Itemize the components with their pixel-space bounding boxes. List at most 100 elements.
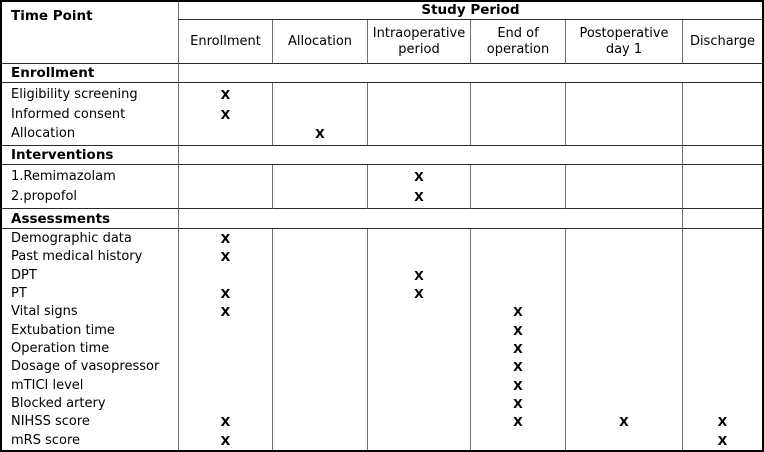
mark-empty	[273, 358, 367, 376]
mark-x: X	[220, 304, 231, 320]
mark-empty	[273, 395, 367, 413]
mark-empty	[273, 413, 367, 431]
interventions-row-labels: 1.Remimazolam 2.propofol	[2, 165, 178, 209]
section-enrollment-merged-cell	[178, 64, 762, 83]
mark-empty	[273, 322, 367, 340]
row-label: Blocked artery	[11, 396, 106, 412]
mark-empty	[179, 187, 272, 207]
mark-x: X	[220, 106, 231, 122]
mark-empty	[179, 395, 272, 413]
mark-empty	[273, 248, 367, 266]
mark-empty	[471, 285, 565, 303]
row-label: Past medical history	[11, 249, 143, 265]
assessments-marks-postoperative-day-1: X	[565, 229, 682, 450]
mark-empty	[683, 377, 762, 395]
mark-empty	[471, 432, 565, 450]
study-period-header: Study Period	[178, 2, 762, 20]
mark-empty	[683, 340, 762, 358]
mark-empty	[566, 167, 682, 187]
mark-empty	[566, 322, 682, 340]
interventions-marks-end-of-operation	[470, 165, 565, 209]
mark-x: X	[513, 396, 523, 412]
section-title-enrollment: Enrollment	[2, 64, 178, 83]
enrollment-marks-postoperative-day-1	[565, 83, 682, 146]
mark-empty	[179, 167, 272, 187]
mark-empty	[179, 124, 272, 144]
row-label: 2.propofol	[11, 188, 78, 204]
mark-empty	[273, 230, 367, 248]
mark-empty	[368, 85, 470, 105]
mark-empty	[368, 322, 470, 340]
mark-empty	[368, 413, 470, 431]
mark-x: X	[220, 414, 231, 430]
mark-empty	[566, 267, 682, 285]
mark-empty	[179, 267, 272, 285]
assessments-marks-allocation	[272, 229, 367, 450]
column-header-intraoperative-period: Intraoperative period	[367, 20, 470, 64]
section-assessments-discharge-cell	[682, 209, 762, 229]
mark-empty	[566, 187, 682, 207]
mark-empty	[273, 377, 367, 395]
column-header-allocation: Allocation	[272, 20, 367, 64]
mark-empty	[566, 85, 682, 105]
mark-empty	[471, 248, 565, 266]
mark-empty	[273, 340, 367, 358]
mark-empty	[368, 105, 470, 125]
mark-empty	[368, 340, 470, 358]
mark-empty	[471, 267, 565, 285]
mark-empty	[368, 230, 470, 248]
interventions-marks-postoperative-day-1	[565, 165, 682, 209]
mark-empty	[471, 187, 565, 207]
enrollment-marks-allocation: X	[272, 83, 367, 146]
mark-empty	[179, 340, 272, 358]
mark-empty	[471, 167, 565, 187]
mark-empty	[683, 395, 762, 413]
interventions-marks-discharge	[682, 165, 762, 209]
mark-empty	[471, 85, 565, 105]
mark-empty	[273, 432, 367, 450]
mark-empty	[368, 377, 470, 395]
section-interventions-merged-cell	[178, 146, 682, 165]
row-label: 1.Remimazolam	[11, 169, 116, 184]
mark-x: X	[513, 341, 523, 357]
mark-empty	[273, 285, 367, 303]
mark-empty	[683, 105, 762, 125]
mark-x: X	[414, 267, 424, 283]
mark-empty	[683, 303, 762, 321]
row-label: Dosage of vasopressor	[11, 359, 160, 375]
row-label: PT	[11, 286, 27, 302]
mark-empty	[683, 285, 762, 303]
mark-x: X	[513, 414, 523, 430]
mark-empty	[683, 358, 762, 376]
mark-x: X	[315, 126, 325, 141]
mark-x: X	[717, 414, 728, 430]
enrollment-marks-discharge	[682, 83, 762, 146]
mark-empty	[566, 230, 682, 248]
interventions-marks-allocation	[272, 165, 367, 209]
row-label: mRS score	[11, 432, 81, 448]
mark-empty	[368, 432, 470, 450]
mark-empty	[273, 85, 367, 105]
mark-empty	[368, 303, 470, 321]
mark-empty	[179, 377, 272, 395]
mark-empty	[683, 248, 762, 266]
mark-empty	[368, 248, 470, 266]
row-label: Demographic data	[11, 231, 132, 246]
mark-empty	[368, 124, 470, 144]
row-label: Eligibility screening	[11, 87, 138, 102]
mark-empty	[566, 303, 682, 321]
mark-x: X	[220, 87, 231, 102]
enrollment-marks-end-of-operation	[470, 83, 565, 146]
interventions-marks-enrollment	[178, 165, 272, 209]
mark-empty	[471, 230, 565, 248]
mark-x: X	[619, 414, 629, 430]
mark-empty	[273, 187, 367, 207]
row-label: Informed consent	[11, 106, 126, 122]
row-label: Extubation time	[11, 322, 115, 338]
mark-empty	[179, 358, 272, 376]
mark-empty	[683, 322, 762, 340]
mark-empty	[368, 395, 470, 413]
